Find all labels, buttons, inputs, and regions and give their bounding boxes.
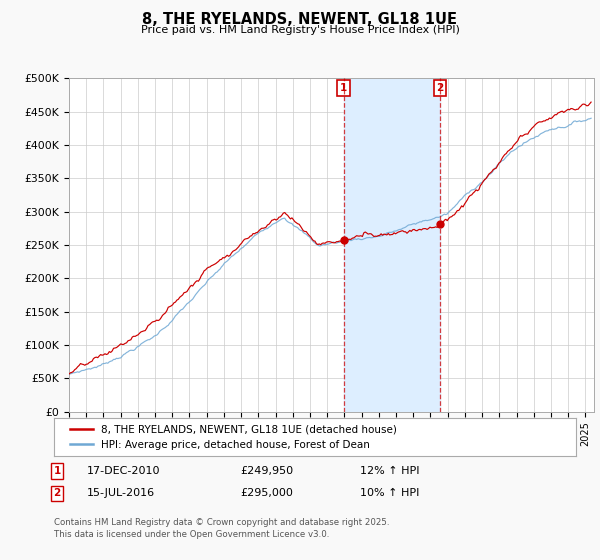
Text: £249,950: £249,950 <box>240 466 293 476</box>
Text: 17-DEC-2010: 17-DEC-2010 <box>87 466 161 476</box>
Text: 10% ↑ HPI: 10% ↑ HPI <box>360 488 419 498</box>
Text: 8, THE RYELANDS, NEWENT, GL18 1UE: 8, THE RYELANDS, NEWENT, GL18 1UE <box>143 12 458 27</box>
Text: 2: 2 <box>53 488 61 498</box>
Text: Contains HM Land Registry data © Crown copyright and database right 2025.
This d: Contains HM Land Registry data © Crown c… <box>54 518 389 539</box>
Text: 12% ↑ HPI: 12% ↑ HPI <box>360 466 419 476</box>
Text: 1: 1 <box>53 466 61 476</box>
Text: 1: 1 <box>340 83 347 93</box>
Legend: 8, THE RYELANDS, NEWENT, GL18 1UE (detached house), HPI: Average price, detached: 8, THE RYELANDS, NEWENT, GL18 1UE (detac… <box>64 419 402 455</box>
Text: 2: 2 <box>436 83 443 93</box>
Bar <box>344 78 440 412</box>
Text: 15-JUL-2016: 15-JUL-2016 <box>87 488 155 498</box>
Text: Price paid vs. HM Land Registry's House Price Index (HPI): Price paid vs. HM Land Registry's House … <box>140 25 460 35</box>
Text: £295,000: £295,000 <box>240 488 293 498</box>
